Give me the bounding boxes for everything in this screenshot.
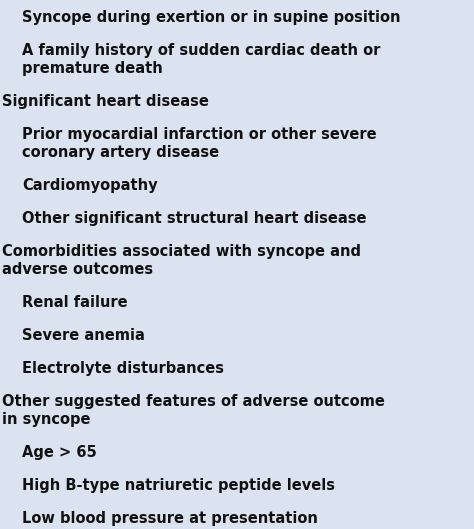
Text: coronary artery disease: coronary artery disease (22, 145, 219, 160)
Text: A family history of sudden cardiac death or: A family history of sudden cardiac death… (22, 43, 380, 58)
Text: Significant heart disease: Significant heart disease (2, 94, 209, 109)
Text: Comorbidities associated with syncope and: Comorbidities associated with syncope an… (2, 244, 361, 259)
Text: Other significant structural heart disease: Other significant structural heart disea… (22, 211, 366, 226)
Text: Severe anemia: Severe anemia (22, 328, 145, 343)
Text: Other suggested features of adverse outcome: Other suggested features of adverse outc… (2, 394, 385, 409)
Text: premature death: premature death (22, 61, 163, 76)
Text: Low blood pressure at presentation: Low blood pressure at presentation (22, 511, 318, 526)
Text: Prior myocardial infarction or other severe: Prior myocardial infarction or other sev… (22, 127, 377, 142)
Text: in syncope: in syncope (2, 412, 91, 427)
Text: Syncope during exertion or in supine position: Syncope during exertion or in supine pos… (22, 10, 401, 25)
Text: Electrolyte disturbances: Electrolyte disturbances (22, 361, 224, 376)
Text: Renal failure: Renal failure (22, 295, 128, 310)
Text: adverse outcomes: adverse outcomes (2, 262, 153, 277)
Text: Age > 65: Age > 65 (22, 445, 97, 460)
Text: Cardiomyopathy: Cardiomyopathy (22, 178, 158, 193)
Text: High B-type natriuretic peptide levels: High B-type natriuretic peptide levels (22, 478, 335, 493)
